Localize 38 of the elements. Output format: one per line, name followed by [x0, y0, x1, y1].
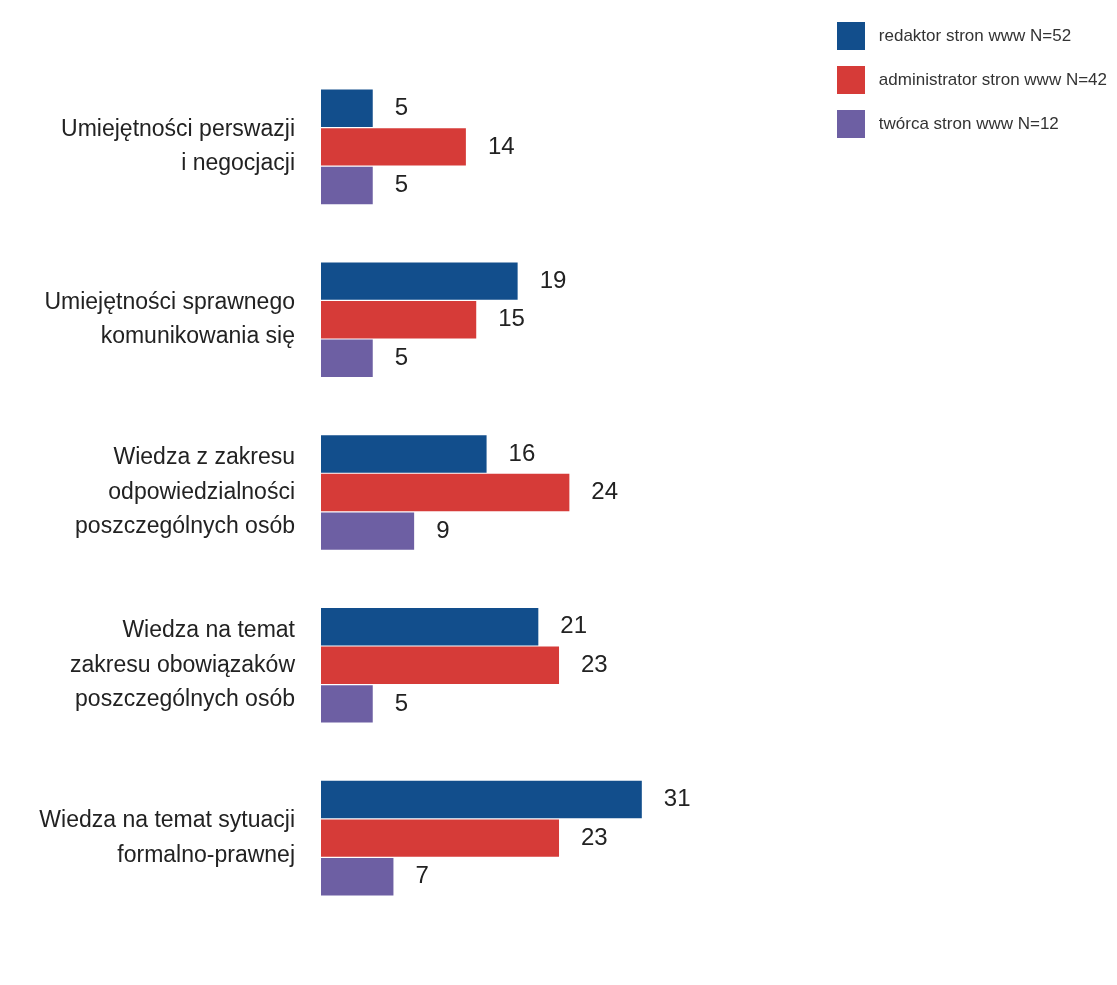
y-tick-label: Umiejętności sprawnego komunikowania się [44, 287, 295, 349]
data-label: 16 [508, 438, 536, 466]
data-label: 21 [560, 611, 588, 639]
legend-label: twórca stron www N=12 [878, 114, 1059, 134]
data-label: 5 [394, 342, 409, 370]
data-label: 31 [663, 784, 691, 812]
bar [321, 300, 477, 339]
legend-label: redaktor stron www N=52 [878, 26, 1072, 46]
data-label: 5 [394, 170, 409, 198]
data-label: 19 [539, 265, 567, 293]
data-label: 23 [581, 822, 608, 850]
bar [321, 339, 373, 378]
data-label: 24 [591, 477, 619, 505]
data-label: 7 [415, 861, 429, 889]
bar [321, 435, 487, 473]
data-label: 23 [581, 649, 608, 677]
bar [321, 262, 518, 300]
bar [321, 607, 539, 646]
bar [321, 646, 560, 685]
y-tick-label: Wiedza z zakresu odpowiedzialności poszczególnych osób [75, 443, 295, 539]
bar [321, 89, 373, 128]
y-tick-label: Wiedza na temat zakresu obowiązaków poszczególnych osób [69, 616, 296, 712]
bar [321, 780, 642, 819]
bar [321, 819, 560, 857]
data-label: 15 [498, 304, 525, 332]
y-tick-label: Wiedza na temat sytuacji formalno-prawnej [39, 806, 295, 867]
bar [321, 857, 394, 896]
bar [321, 473, 570, 512]
data-label: 5 [394, 688, 409, 716]
bar [321, 512, 415, 550]
bar [321, 166, 373, 205]
data-label: 5 [394, 92, 409, 120]
data-label: 9 [436, 515, 450, 543]
y-tick-label: Umiejętności perswazji i negocjacji [61, 114, 295, 176]
bar [321, 128, 466, 166]
bar [321, 685, 373, 723]
data-label: 14 [487, 131, 515, 159]
legend-label: administrator stron www N=42 [878, 70, 1107, 90]
